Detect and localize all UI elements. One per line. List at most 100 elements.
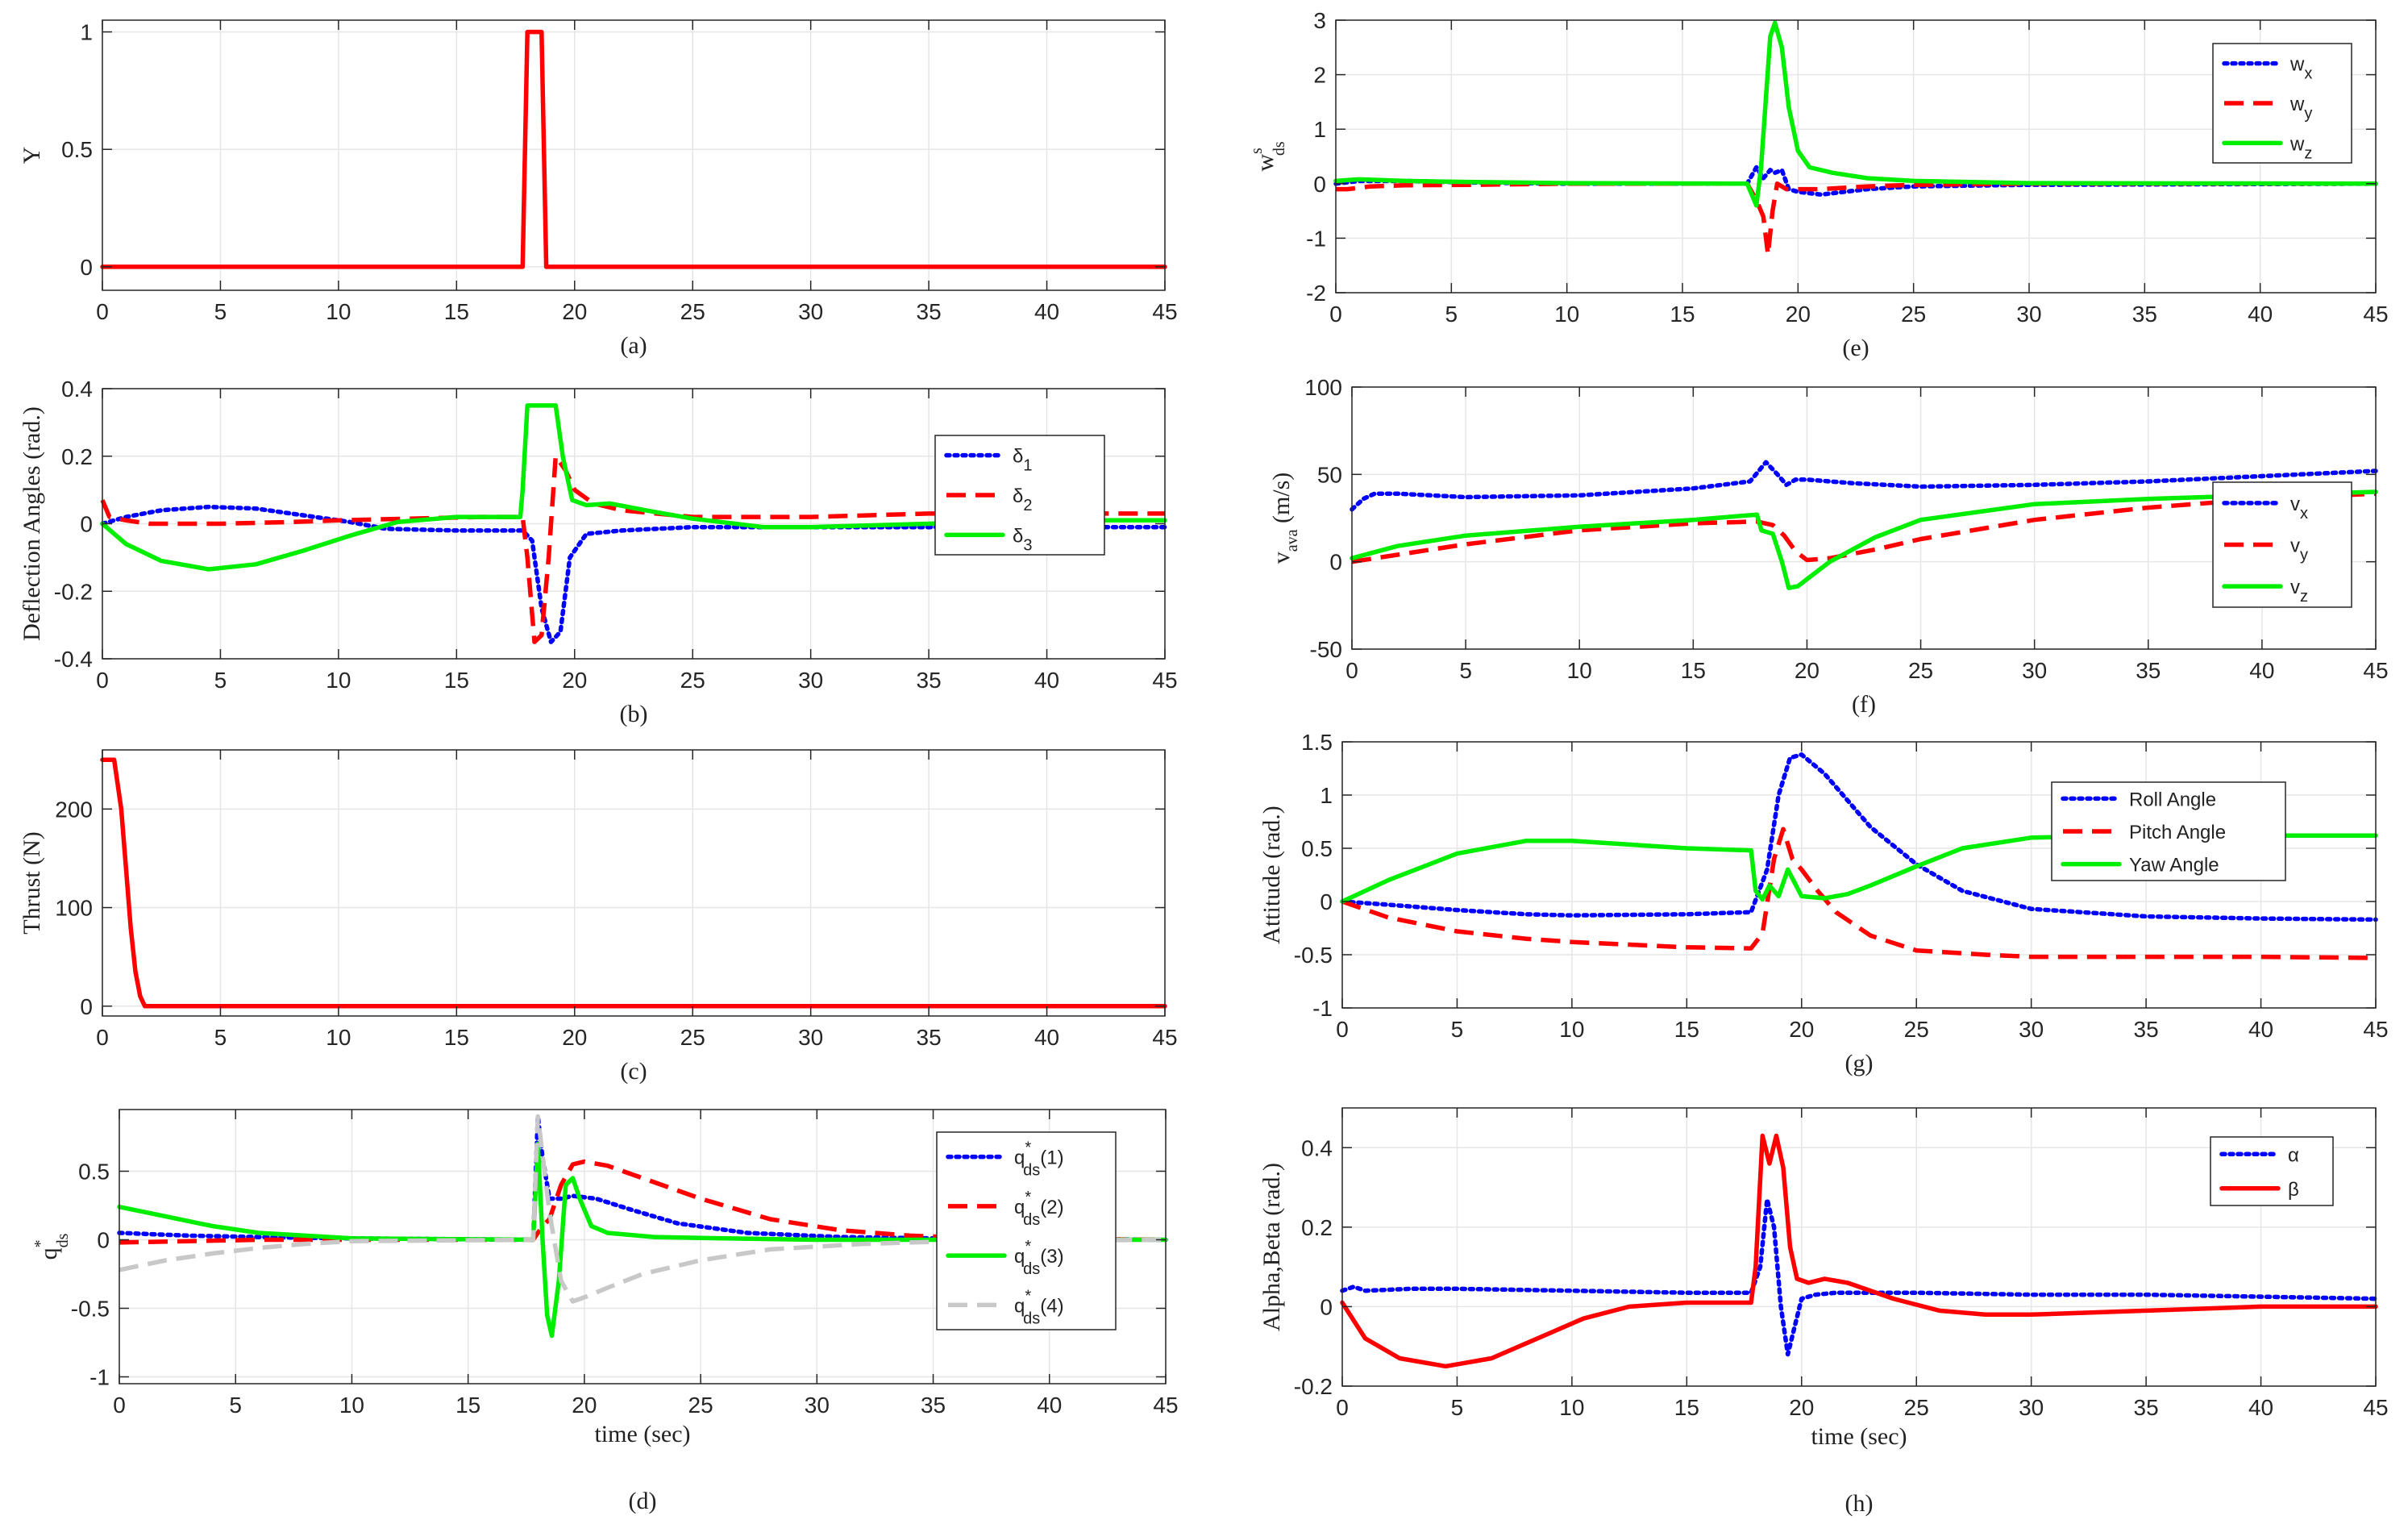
x-tick-label: 0	[1336, 1395, 1349, 1420]
x-tick-label: 25	[1904, 1395, 1929, 1420]
y-tick-label: 0	[1313, 172, 1326, 197]
y-axis-label: ws ds	[1248, 141, 1288, 171]
y-tick-label: 0.5	[78, 1160, 110, 1185]
axes-box	[1335, 19, 2377, 294]
x-tick-label: 15	[444, 1025, 469, 1050]
legend-label: β	[2288, 1179, 2299, 1201]
legend-label: Roll Angle	[2129, 789, 2216, 810]
y-tick-label: -0.5	[1294, 943, 1333, 968]
x-tick-label: 40	[1034, 1025, 1059, 1050]
axes-box	[119, 1109, 1167, 1385]
y-tick-label: 0.5	[61, 137, 93, 162]
series-line-g-2	[1341, 827, 2377, 960]
series-line-h-1	[1340, 1197, 2378, 1357]
chart-b: 0 5 10 15 20 25 30 35 40 45 -0.4 -0.2 0 0.2 0.4 Deflect…	[19, 377, 1178, 727]
y-tick-label: -1	[1306, 226, 1326, 251]
legend-label: wx	[2289, 54, 2312, 83]
y-tick-label: -2	[1306, 281, 1326, 306]
x-tick-label: 10	[326, 1025, 351, 1050]
y-tick-label: -0.2	[1294, 1374, 1333, 1399]
y-axis-label: Alpha,Beta (rad.)	[1258, 1163, 1285, 1331]
x-tick-label: 15	[444, 299, 469, 324]
y-tick-label: 0.4	[1301, 1135, 1333, 1160]
y-tick-label: -0.2	[54, 579, 93, 604]
x-tick-label: 40	[2248, 1017, 2273, 1042]
subplot-caption: (d)	[629, 1488, 657, 1514]
series-line-d-4	[119, 1114, 1167, 1304]
x-tick-label: 25	[680, 1025, 705, 1050]
x-axis-label: time (sec)	[594, 1421, 690, 1447]
y-axis-label: Attitude (rad.)	[1258, 806, 1285, 944]
series-line-f-2	[1351, 491, 2377, 564]
x-tick-label: 15	[1674, 1017, 1699, 1042]
x-tick-label: 15	[1674, 1395, 1699, 1420]
y-axis-label: Deflection Angles (rad.)	[19, 406, 45, 641]
legend-label: α	[2288, 1144, 2299, 1166]
legend: δ1 δ2 δ3	[934, 435, 1105, 556]
x-tick-label: 35	[2134, 1395, 2159, 1420]
x-tick-label: 45	[2363, 1017, 2388, 1042]
axes-box	[1341, 741, 2377, 1009]
x-tick-label: 10	[1567, 658, 1592, 683]
axes-box	[102, 749, 1166, 1017]
x-tick-label: 30	[2022, 658, 2047, 683]
series-line-b-2	[100, 454, 1165, 644]
x-tick-label: 30	[2016, 302, 2041, 327]
x-tick-label: 5	[214, 668, 227, 693]
legend: αβ	[2210, 1136, 2334, 1206]
y-tick-label: 3	[1313, 8, 1326, 33]
y-tick-label: 100	[55, 896, 93, 921]
y-tick-label: 1.5	[1301, 730, 1333, 755]
x-tick-label: 5	[1445, 302, 1458, 327]
legend-label: q* ds(3)	[1014, 1238, 1064, 1278]
subplot-caption: (c)	[620, 1058, 647, 1085]
y-tick-label: 100	[1304, 375, 1342, 400]
y-tick-label: 1	[1320, 783, 1333, 808]
chart-e: 0 5 10 15 20 25 30 35 40 45 -2 -1 0 1 2 3 ws ds (e) wx wy wz	[1248, 8, 2389, 361]
legend-label: wy	[2289, 94, 2312, 123]
x-tick-label: 40	[1034, 668, 1059, 693]
x-tick-label: 10	[1554, 302, 1579, 327]
x-tick-label: 30	[798, 299, 823, 324]
x-tick-label: 0	[1329, 302, 1342, 327]
legend-label: δ2	[1013, 485, 1032, 514]
x-tick-label: 30	[798, 1025, 823, 1050]
x-tick-label: 20	[1795, 658, 1820, 683]
series-line-f-1	[1350, 460, 2378, 512]
legend-label: Yaw Angle	[2129, 855, 2219, 877]
legend-label: Pitch Angle	[2129, 822, 2226, 843]
legend-label: q* ds(1)	[1014, 1139, 1064, 1180]
legend-label: q* ds(4)	[1014, 1287, 1064, 1327]
axes-box	[102, 19, 1166, 291]
y-tick-label: 1	[1313, 117, 1326, 142]
x-tick-label: 35	[917, 668, 942, 693]
x-tick-label: 40	[2249, 658, 2274, 683]
x-tick-label: 25	[1904, 1017, 1929, 1042]
y-tick-label: 0	[1329, 550, 1342, 575]
legend: Roll Angle Pitch Angle Yaw Angle	[2051, 781, 2286, 881]
chart-a: 0 5 10 15 20 25 30 35 40 45 0 0.5 1 Y (a)	[19, 19, 1178, 359]
series-line-d-3	[117, 1141, 1168, 1339]
y-tick-label: 50	[1317, 462, 1342, 487]
x-tick-label: 25	[1908, 658, 1933, 683]
x-tick-label: 20	[1789, 1017, 1814, 1042]
y-tick-label: 2	[1313, 63, 1326, 88]
x-tick-label: 20	[1786, 302, 1811, 327]
x-axis-label: time (sec)	[1811, 1423, 1907, 1450]
y-tick-label: 0	[80, 512, 93, 537]
subplot-caption: (b)	[620, 701, 648, 727]
x-tick-label: 30	[805, 1393, 830, 1418]
x-tick-label: 45	[2363, 658, 2388, 683]
axes-box	[1351, 386, 2377, 650]
axes-box	[1341, 1107, 2377, 1387]
y-axis-label: Y	[19, 147, 45, 164]
x-tick-label: 15	[1681, 658, 1706, 683]
plot-area	[102, 750, 1165, 1016]
subplot-caption: (g)	[1845, 1050, 1874, 1076]
series-line-d-2	[119, 1159, 1167, 1245]
y-tick-label: -50	[1310, 637, 1342, 662]
subplot-caption: (f)	[1852, 691, 1876, 718]
x-tick-label: 35	[2132, 302, 2157, 327]
legend-label: δ1	[1013, 446, 1032, 475]
legend-label: δ3	[1013, 525, 1032, 554]
